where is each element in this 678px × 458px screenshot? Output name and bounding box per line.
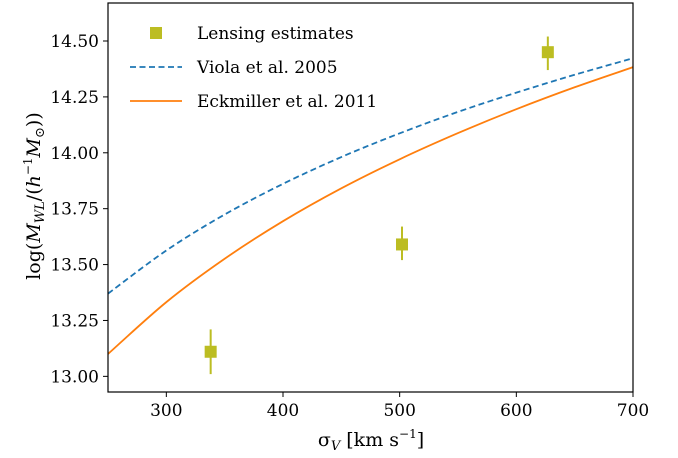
series-line-2 [108,66,633,355]
x-tick-label-1: 400 [267,401,299,421]
y-tick-label-4: 14.00 [50,144,99,164]
x-axis-label: σV [km s−1] [318,427,424,454]
y-tick-label-5: 14.25 [50,88,99,108]
y-tick-label-1: 13.25 [50,311,99,331]
data-point-1 [396,238,408,251]
y-tick-label-0: 13.00 [50,367,99,387]
y-tick-label-6: 14.50 [50,32,99,52]
x-tick-label-4: 700 [617,401,649,421]
series-line-1 [108,57,633,295]
axis-ticks: 300 400 500 600 700 13.00 13.25 13.50 13.75 14.00… [50,32,649,421]
plot-frame [107,2,634,393]
x-tick-label-2: 500 [383,401,415,421]
x-tick-label-3: 600 [500,401,532,421]
legend-marker-0 [150,27,162,39]
y-tick-label-2: 13.50 [50,256,99,276]
plot-marks [108,36,633,375]
y-tick-label-3: 13.75 [50,200,99,220]
data-point-2 [541,46,554,59]
y-axis-label: log(MWL/(h−1M⊙)) [21,112,48,280]
legend-label-1: Viola et al. 2005 [196,58,338,78]
x-tick-label-0: 300 [150,401,182,421]
legend: Lensing estimates Viola et al. 2005 Eckmil… [130,24,377,112]
data-point-0 [204,345,217,358]
legend-label-0: Lensing estimates [197,24,354,44]
legend-label-2: Eckmiller et al. 2011 [197,92,377,112]
